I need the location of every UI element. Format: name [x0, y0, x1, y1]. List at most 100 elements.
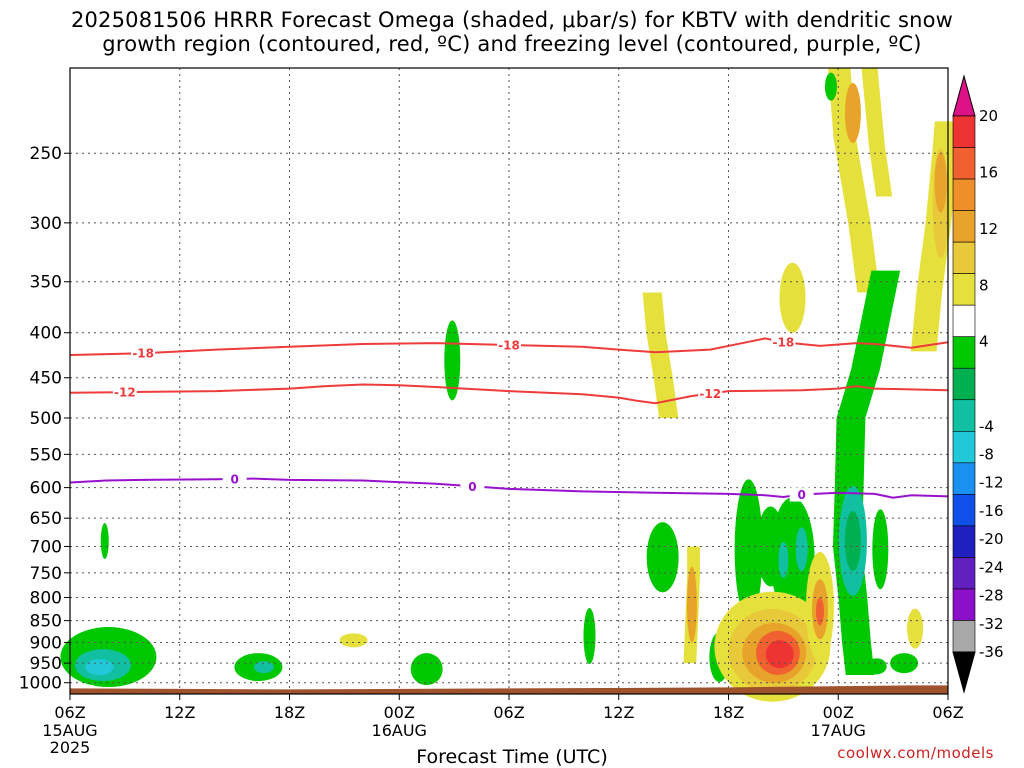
colorbar-label: -12: [979, 474, 1004, 492]
omega-region: [734, 479, 763, 620]
x-tick-label: 00Z: [823, 703, 854, 722]
y-tick-label: 650: [30, 509, 62, 529]
colorbar-label: 4: [979, 333, 989, 351]
omega-region: [686, 566, 697, 643]
omega-region: [642, 292, 679, 418]
omega-region: [85, 659, 114, 676]
contour-label-bg: [771, 335, 796, 350]
omega-region: [339, 633, 368, 648]
x-tick-sublabel: 16AUG: [372, 721, 427, 740]
omega-region: [872, 509, 889, 590]
omega-region: [907, 608, 924, 649]
omega-region: [765, 640, 794, 669]
omega-region: [100, 522, 109, 559]
colorbar-box: [952, 273, 976, 306]
axes: 2503003504004505005506006507007508008509…: [19, 67, 964, 757]
colorbar-bottom-arrow: [952, 651, 976, 694]
colorbar-top-arrow: [952, 74, 976, 117]
contour-label: -18: [498, 338, 520, 352]
contour-label: 0: [468, 480, 476, 494]
omega-region: [779, 262, 806, 333]
colorbar-box: [952, 336, 976, 369]
contour-label-bg: [222, 471, 247, 486]
y-tick-label: 750: [30, 564, 62, 584]
chart-title-line1: 2025081506 HRRR Forecast Omega (shaded, …: [70, 8, 954, 32]
colorbar-label: -4: [979, 417, 994, 435]
contour-label: 0: [797, 488, 805, 502]
omega-region: [770, 497, 815, 618]
y-tick-label: 1000: [19, 674, 62, 694]
colorbar-box: [952, 430, 976, 464]
y-tick-label: 450: [30, 369, 62, 389]
y-tick-label: 700: [30, 537, 62, 557]
colorbar-box: [952, 399, 976, 432]
contour-label-bg: [460, 479, 485, 494]
y-tick-label: 500: [30, 409, 62, 429]
colorbar-box: [952, 210, 976, 243]
colorbar-label: -8: [979, 446, 994, 464]
terrain-fill: [70, 685, 948, 694]
colorbar-label: 16: [979, 163, 998, 181]
contour-label-bg: [698, 386, 723, 401]
x-tick-sublabel: 2025: [50, 738, 91, 757]
colorbar-box: [952, 557, 976, 590]
x-tick-label: 06Z: [932, 703, 963, 722]
contour-label: -18: [773, 336, 795, 350]
colorbar: 20 16 12 8 4 -4 -8 -12 -16 -20 -24 -28 -32 -36: [952, 74, 1004, 694]
x-tick-sublabel: 15AUG: [42, 721, 97, 740]
colorbar-box: [952, 241, 976, 274]
grid-lines: [70, 68, 948, 694]
omega-region: [444, 320, 461, 401]
surface-terrain: [70, 685, 948, 694]
x-tick-label: 12Z: [164, 703, 195, 722]
x-tick-label: 06Z: [54, 703, 85, 722]
contour-label-bg: [789, 487, 814, 502]
omega-region: [410, 653, 443, 686]
contour-line: [69, 383, 949, 405]
colorbar-box: [952, 525, 976, 558]
omega-region: [934, 152, 947, 213]
colorbar-label: -28: [979, 587, 1004, 605]
y-tick-label: 900: [30, 633, 62, 653]
colorbar-box: [952, 367, 976, 401]
colorbar-label: 8: [979, 276, 989, 294]
omega-region: [844, 510, 861, 571]
colorbar-label: 20: [979, 107, 998, 125]
y-tick-label: 800: [30, 588, 62, 608]
x-tick-label: 18Z: [713, 703, 744, 722]
colorbar-box: [952, 304, 976, 338]
y-tick-label: 300: [30, 214, 62, 234]
temperature-contours: -18 -18 -18 -12 -12 0 0 0: [69, 335, 949, 502]
colorbar-box: [952, 115, 976, 148]
y-tick-label: 250: [30, 144, 62, 164]
chart-title-line2: growth region (contoured, red, ºC) and f…: [102, 32, 922, 56]
y-tick-label: 350: [30, 273, 62, 293]
x-tick-label: 18Z: [274, 703, 305, 722]
omega-region: [832, 270, 901, 675]
omega-region: [866, 658, 887, 675]
x-tick-label: 00Z: [384, 703, 415, 722]
y-tick-label: 950: [30, 654, 62, 674]
contour-label: -12: [699, 387, 721, 401]
contour-label: -12: [114, 386, 136, 400]
y-tick-label: 600: [30, 479, 62, 499]
omega-region: [253, 661, 274, 674]
omega-region: [815, 597, 824, 626]
colorbar-label: -32: [979, 615, 1004, 633]
omega-region: [824, 72, 837, 101]
colorbar-box: [952, 147, 976, 180]
omega-region: [828, 68, 880, 293]
x-tick-sublabel: 17AUG: [811, 721, 866, 740]
y-tick-label: 400: [30, 324, 62, 344]
omega-region: [583, 608, 596, 665]
omega-region: [646, 522, 679, 593]
omega-region: [844, 82, 861, 143]
contour-line: [69, 337, 949, 356]
omega-region: [795, 527, 808, 572]
contour-label-bg: [497, 337, 521, 352]
colorbar-box: [952, 178, 976, 211]
credit-link[interactable]: coolwx.com/models: [837, 744, 994, 762]
x-tick-label: 12Z: [603, 703, 634, 722]
x-axis-label: Forecast Time (UTC): [416, 746, 608, 768]
